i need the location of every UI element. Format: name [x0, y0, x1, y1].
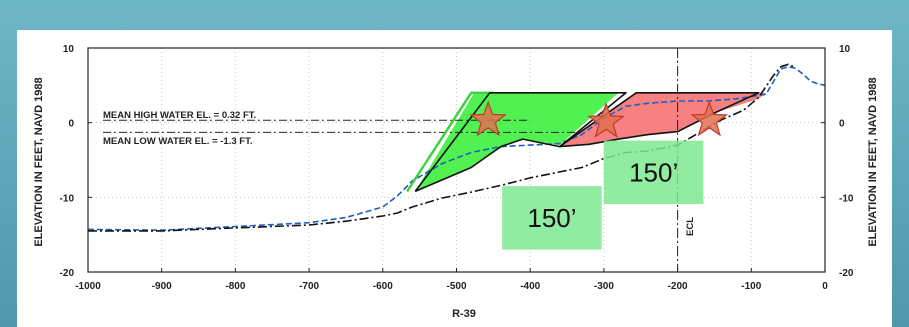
x-tick-label: -700: [299, 281, 319, 292]
chart-panel: [17, 30, 892, 327]
star-markers: [469, 100, 729, 138]
ecl-label: ECL: [685, 217, 696, 236]
y-axis-title-left: ELEVATION IN FEET, NAVD 1988: [33, 77, 45, 246]
region-outline: [559, 92, 760, 148]
region-outline: [414, 92, 627, 193]
y-tick-label-right: -20: [839, 268, 854, 279]
star-marker: [690, 100, 729, 137]
x-tick-label: -100: [741, 281, 761, 292]
x-tick-label: 0: [822, 281, 828, 292]
y-tick-label-left: 0: [68, 119, 74, 130]
y-tick-label-right: 10: [839, 44, 851, 55]
distance-label: 150’: [629, 157, 678, 187]
y-tick-label-left: -10: [60, 193, 75, 204]
mlw-annotation: MEAN LOW WATER EL. = -1.3 FT.: [103, 136, 252, 147]
y-tick-label-left: -20: [60, 268, 75, 279]
y-axis-title-right: ELEVATION IN FEET, NAVD 1988: [867, 77, 879, 246]
distance-label: 150’: [527, 203, 576, 233]
region-outlines: [406, 91, 760, 193]
x-tick-label: -400: [520, 281, 540, 292]
x-tick-label: -200: [668, 281, 688, 292]
distance-box: [603, 140, 704, 205]
fill-region-green: [415, 92, 619, 192]
x-tick-label: -900: [152, 281, 172, 292]
mhw-annotation: MEAN HIGH WATER EL. = 0.32 FT.: [103, 110, 256, 121]
profile-line-blue: [87, 65, 826, 232]
y-tick-label-right: 0: [839, 119, 845, 130]
profile-series: [87, 63, 826, 232]
x-axis-title: R-39: [452, 308, 476, 320]
x-tick-label: -300: [594, 281, 614, 292]
x-tick-label: -600: [373, 281, 393, 292]
axes: -1000 -900 -800 -700 -600 -500 -400 -300 -200 -10…: [60, 44, 854, 292]
x-tick-label: -1000: [75, 281, 101, 292]
distance-box: [502, 186, 602, 250]
profile-line-black: [88, 63, 796, 232]
star-marker: [469, 100, 507, 137]
star-marker: [587, 102, 625, 138]
fill-regions: [415, 92, 766, 192]
y-tick-label-left: 10: [63, 44, 75, 55]
x-tick-label: -800: [225, 281, 245, 292]
y-tick-label-right: -10: [839, 193, 854, 204]
region-outline: [406, 91, 494, 193]
x-tick-label: -500: [446, 281, 466, 292]
distance-boxes: 150’ 150’: [502, 140, 704, 250]
